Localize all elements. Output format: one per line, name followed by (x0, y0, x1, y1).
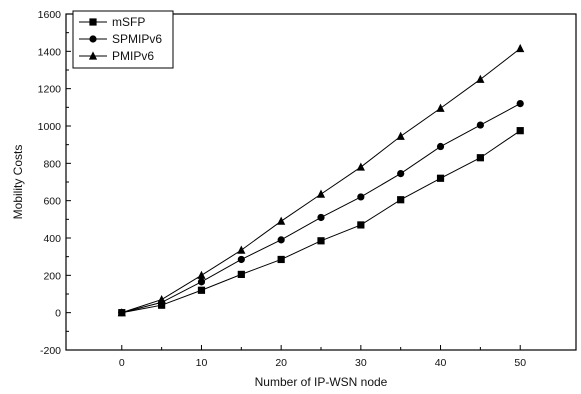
data-point-pmipv6 (316, 189, 326, 198)
data-point-spmipv6 (197, 278, 206, 286)
data-point-msfp (436, 174, 445, 182)
y-tick-label: 200 (43, 270, 61, 282)
data-point-msfp (277, 255, 285, 264)
data-point-spmipv6 (436, 142, 445, 151)
data-point-pmipv6 (516, 43, 525, 53)
legend-marker-msfp (89, 18, 97, 26)
data-point-spmipv6 (397, 170, 405, 178)
legend-marker-spmipv6 (89, 35, 97, 43)
y-tick-label: 600 (43, 196, 61, 208)
data-point-pmipv6 (117, 308, 126, 317)
series-lines (121, 48, 521, 314)
x-tick-label: 10 (196, 357, 208, 369)
y-axis-title: Mobility Costs (11, 145, 25, 220)
data-point-msfp (357, 221, 365, 229)
data-point-pmipv6 (476, 74, 485, 83)
x-axis-title: Number of IP-WSN node (255, 375, 388, 389)
data-point-pmipv6 (237, 245, 246, 254)
data-point-pmipv6 (356, 162, 365, 171)
legend-marker-pmipv6 (88, 51, 98, 60)
axis-ticks: 0 10 20 30 40 50 -200 0 200 400 600 800 1000 1200 1400… (38, 9, 527, 369)
series-line-spmipv6 (121, 103, 521, 314)
data-point-msfp (397, 196, 405, 204)
data-point-pmipv6 (436, 103, 445, 112)
x-tick-label: 0 (119, 357, 125, 369)
data-point-spmipv6 (476, 121, 484, 129)
data-point-msfp (317, 237, 325, 245)
x-tick-label: 30 (355, 357, 367, 369)
x-tick-label: 50 (514, 357, 526, 369)
y-tick-label: 800 (43, 158, 61, 170)
data-point-msfp (516, 127, 524, 135)
data-point-spmipv6 (317, 213, 325, 222)
data-point-msfp (476, 154, 484, 162)
data-point-pmipv6 (157, 295, 166, 304)
legend-label-spmipv6: SPMIPv6 (112, 32, 162, 46)
legend-label-msfp: mSFP (112, 15, 145, 29)
data-point-msfp (197, 286, 206, 294)
series-markers (117, 43, 525, 317)
legend-label-pmipv6: PMIPv6 (112, 49, 154, 63)
data-point-spmipv6 (277, 236, 285, 244)
x-tick-label: 20 (275, 357, 287, 369)
data-point-pmipv6 (396, 131, 405, 140)
legend: mSFP SPMIPv6 PMIPv6 (72, 10, 174, 69)
data-point-spmipv6 (357, 193, 365, 201)
x-tick-label: 40 (435, 357, 447, 369)
y-tick-label: 1600 (38, 9, 62, 21)
y-tick-label: 400 (43, 233, 61, 245)
y-tick-label: -200 (40, 345, 61, 357)
y-tick-label: 1200 (38, 84, 62, 96)
series-line-msfp (121, 130, 521, 314)
data-point-pmipv6 (197, 270, 206, 279)
y-tick-label: 0 (55, 308, 61, 320)
y-tick-label: 1000 (38, 121, 62, 133)
data-point-pmipv6 (277, 216, 286, 225)
y-tick-label: 1400 (38, 46, 62, 58)
data-point-msfp (237, 270, 245, 278)
data-point-spmipv6 (237, 255, 245, 264)
series-line-pmipv6 (121, 48, 521, 314)
data-point-spmipv6 (516, 100, 524, 108)
